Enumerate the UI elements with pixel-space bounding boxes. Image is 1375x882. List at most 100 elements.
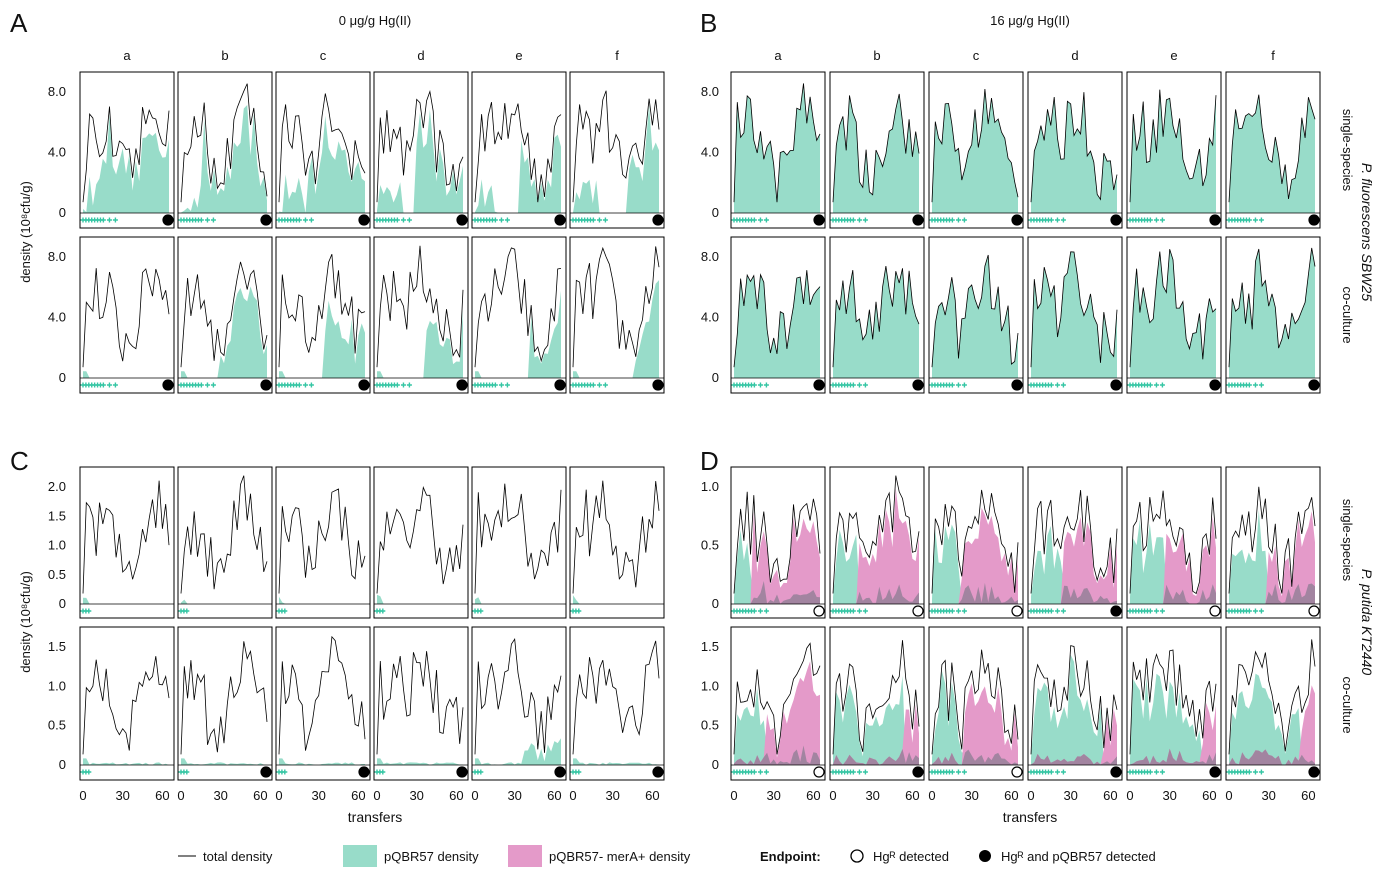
- mera-area: [1130, 516, 1216, 604]
- detection-cross: [763, 217, 769, 223]
- pqbr57-area: [932, 255, 1018, 378]
- total-density-line: [1030, 645, 1118, 755]
- detection-cross: [1159, 608, 1165, 614]
- detection-cross: [492, 382, 498, 388]
- detection-cross: [955, 769, 961, 775]
- pqbr57-area: [1229, 94, 1315, 213]
- legend-filled-marker: [979, 850, 991, 862]
- endpoint-marker: [1308, 214, 1320, 226]
- endpoint-marker: [1209, 766, 1221, 778]
- y-tick-label: 1.5: [701, 639, 719, 654]
- y-axis-label: density (10⁸cfu/g): [18, 181, 33, 283]
- panel-title-B: 16 μg/g Hg(II): [990, 13, 1070, 28]
- detection-cross: [210, 217, 216, 223]
- detection-cross: [302, 217, 308, 223]
- detection-cross: [498, 217, 504, 223]
- detection-cross: [282, 769, 288, 775]
- facet-C-e: [471, 466, 567, 619]
- detection-cross: [1147, 769, 1153, 775]
- facet-Cb-e: [471, 626, 567, 781]
- endpoint-marker: [358, 214, 370, 226]
- detection-cross: [100, 217, 106, 223]
- detection-cross: [1159, 769, 1165, 775]
- facet-B-f: [1225, 71, 1321, 229]
- total-density-line: [733, 270, 821, 368]
- total-density-line: [1129, 89, 1217, 203]
- detection-cross: [751, 769, 757, 775]
- endpoint-marker: [554, 379, 566, 391]
- mera-area: [932, 683, 1018, 765]
- y-tick-label: 4.0: [48, 145, 66, 160]
- detection-cross: [1147, 382, 1153, 388]
- total-density-line: [1030, 489, 1118, 594]
- replicate-label: b: [221, 48, 228, 63]
- legend-endpoint-title: Endpoint:: [760, 849, 821, 864]
- detection-cross: [590, 382, 596, 388]
- detection-cross: [406, 217, 412, 223]
- endpoint-marker: [912, 605, 924, 617]
- y-tick-label: 0.5: [701, 718, 719, 733]
- facet-D-e: [1126, 466, 1222, 619]
- total-density-line: [733, 642, 821, 755]
- detection-cross: [955, 217, 961, 223]
- facet-frame: [471, 466, 567, 619]
- total-density-line: [82, 480, 170, 594]
- x-tick-label: 30: [865, 788, 879, 803]
- overlap-area: [833, 584, 919, 604]
- detection-cross: [1153, 382, 1159, 388]
- legend-open: Hgᴿ detected: [873, 849, 949, 864]
- y-tick-label: 1.5: [48, 508, 66, 523]
- total-density-line: [572, 640, 660, 755]
- endpoint-marker: [1308, 379, 1320, 391]
- detection-cross: [380, 769, 386, 775]
- pqbr57-area: [932, 524, 1018, 604]
- detection-cross: [112, 217, 118, 223]
- detection-cross: [961, 608, 967, 614]
- endpoint-marker: [456, 214, 468, 226]
- detection-cross: [1054, 382, 1060, 388]
- detection-cross: [949, 382, 955, 388]
- facet-frame: [569, 466, 665, 619]
- detection-cross: [1048, 608, 1054, 614]
- x-tick-label: 30: [115, 788, 129, 803]
- detection-cross: [1159, 382, 1165, 388]
- detection-cross: [1159, 217, 1165, 223]
- y-tick-label: 0: [59, 205, 66, 220]
- pqbr57-area: [181, 758, 267, 765]
- facet-B-e: [1126, 71, 1222, 229]
- facet-B-d: [1027, 71, 1123, 229]
- total-density-line: [82, 656, 170, 755]
- total-density-line: [180, 83, 268, 203]
- total-density-line: [931, 88, 1019, 203]
- detection-cross: [380, 608, 386, 614]
- total-density-line: [832, 93, 920, 203]
- detection-cross: [596, 217, 602, 223]
- pqbr57-area: [279, 300, 365, 378]
- y-tick-label: 0: [712, 596, 719, 611]
- facet-Db-d: [1027, 626, 1123, 781]
- detection-cross: [850, 382, 856, 388]
- facet-D-b: [829, 466, 925, 619]
- endpoint-marker: [1110, 379, 1122, 391]
- detection-cross: [1258, 769, 1264, 775]
- overlap-area: [833, 749, 919, 765]
- row-label: single-species: [1340, 109, 1355, 192]
- detection-cross: [1048, 382, 1054, 388]
- total-density-line: [1129, 249, 1217, 368]
- detection-cross: [751, 382, 757, 388]
- endpoint-marker: [912, 214, 924, 226]
- pqbr57-area: [734, 270, 820, 378]
- replicate-label: c: [320, 48, 327, 63]
- detection-cross: [949, 608, 955, 614]
- endpoint-marker: [456, 379, 468, 391]
- total-density-line: [474, 638, 562, 755]
- facet-B-b: [829, 71, 925, 229]
- detection-cross: [112, 382, 118, 388]
- facet-Ab-b: [177, 236, 273, 394]
- endpoint-marker: [652, 214, 664, 226]
- overlap-area: [1130, 584, 1216, 604]
- replicate-label: e: [1170, 48, 1177, 63]
- facet-frame: [471, 626, 567, 781]
- detection-cross: [602, 217, 608, 223]
